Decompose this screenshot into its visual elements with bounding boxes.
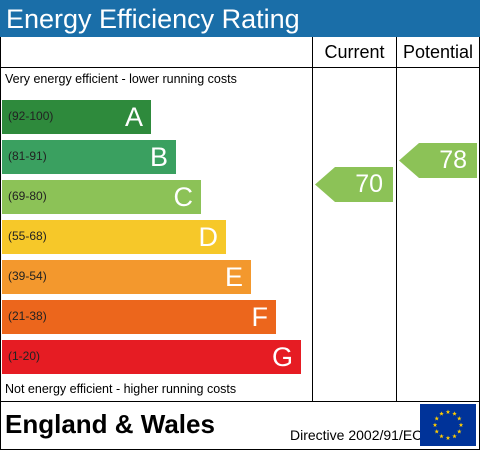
band-letter-label: D: [198, 222, 219, 252]
eu-star: [452, 433, 457, 439]
eu-star: [434, 429, 440, 434]
potential-rating-arrow: 78: [399, 143, 477, 178]
band-range-label: (1-20): [8, 349, 41, 363]
current-rating-arrow: 70: [315, 167, 393, 202]
band-range-label: (81-91): [8, 149, 47, 163]
band-letter-label: A: [124, 102, 143, 132]
band-letter-label: F: [251, 302, 269, 332]
eu-star: [439, 411, 444, 416]
eu-star: [452, 411, 457, 416]
current-rating-value: 70: [355, 170, 383, 198]
divider-current: [312, 37, 313, 401]
band-c: (69-80) C: [2, 180, 201, 214]
eu-star: [434, 416, 440, 421]
eu-star: [439, 433, 444, 439]
footer-divider: [0, 401, 480, 402]
column-header-potential: Potential: [402, 42, 474, 62]
header-divider: [0, 67, 480, 68]
potential-arrow-shape: [399, 143, 477, 178]
eu-star: [432, 422, 438, 427]
note-inefficient: Not energy efficient - higher running co…: [5, 382, 237, 396]
chart-title: Energy Efficiency Rating: [6, 4, 300, 34]
band-a: (92-100) A: [2, 100, 151, 134]
potential-rating-value: 78: [439, 146, 467, 174]
title-bar: Energy Efficiency Rating: [0, 0, 480, 37]
divider-potential: [396, 37, 397, 401]
current-arrow-shape: [315, 167, 393, 202]
band-range-label: (21-38): [8, 309, 47, 323]
eu-star: [445, 435, 451, 440]
band-letter-label: E: [224, 262, 243, 292]
band-letter-label: C: [173, 182, 194, 212]
note-efficient: Very energy efficient - lower running co…: [5, 72, 237, 86]
eu-star: [456, 416, 462, 421]
band-letter-label: G: [271, 342, 293, 372]
band-range-label: (55-68): [8, 229, 47, 243]
eu-star: [456, 429, 462, 434]
eu-flag-icon: [420, 404, 476, 446]
footer-region: England & Wales: [5, 409, 215, 439]
eu-star: [445, 409, 451, 414]
band-g: (1-20) G: [2, 340, 301, 374]
band-range-label: (92-100): [8, 109, 54, 123]
band-range-label: (39-54): [8, 269, 47, 283]
footer-directive: Directive 2002/91/EC: [290, 427, 423, 443]
column-header-current: Current: [324, 42, 385, 62]
band-b: (81-91) B: [2, 140, 176, 174]
eu-star: [458, 422, 464, 427]
band-letter-label: B: [149, 142, 168, 172]
band-f: (21-38) F: [2, 300, 276, 334]
band-d: (55-68) D: [2, 220, 226, 254]
band-e: (39-54) E: [2, 260, 251, 294]
band-range-label: (69-80): [8, 189, 47, 203]
